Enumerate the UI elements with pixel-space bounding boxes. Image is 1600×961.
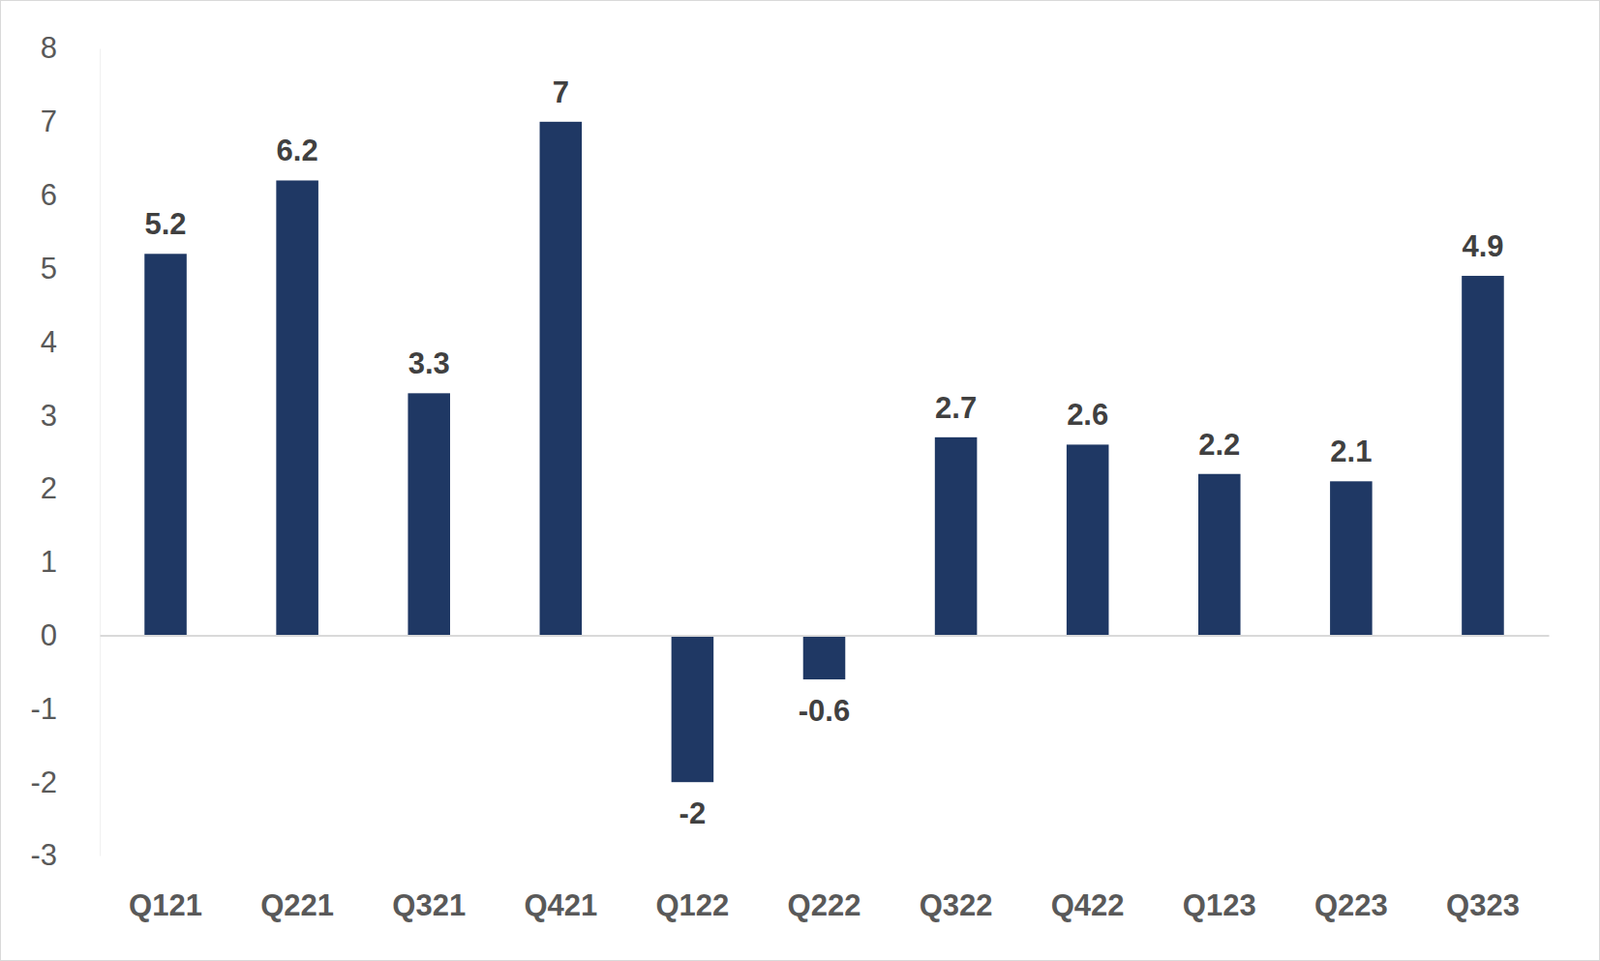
x-tick: Q323: [1446, 635, 1520, 923]
x-tick-label: Q121: [128, 888, 203, 923]
y-tick-label: 5: [40, 251, 58, 286]
y-tick: -2: [30, 765, 100, 800]
data-label: -0.6: [798, 694, 850, 728]
data-label: 7: [552, 75, 570, 110]
y-tick: 4: [40, 325, 100, 360]
x-tick-label: Q222: [787, 888, 862, 923]
x-tick: Q223: [1314, 635, 1389, 923]
chart: -3-2-1012345678Q121Q221Q321Q421Q122Q222Q…: [0, 0, 1600, 961]
y-tick-label: 3: [40, 398, 58, 433]
x-tick: Q222: [787, 635, 862, 923]
y-tick-label: 6: [40, 178, 58, 212]
x-tick: Q121: [128, 635, 203, 923]
bar: [407, 392, 451, 635]
bar: [540, 121, 583, 636]
y-tick: 1: [40, 544, 100, 579]
y-axis-line: [99, 49, 101, 857]
bar: [1066, 444, 1110, 635]
x-tick-label: Q122: [655, 888, 729, 923]
x-tick: Q421: [523, 635, 598, 923]
data-label: 6.2: [276, 133, 319, 168]
data-label: 2.6: [1066, 397, 1109, 432]
x-tick: Q123: [1182, 635, 1257, 923]
bar: [1461, 275, 1505, 636]
bar: [803, 635, 846, 680]
x-axis: Q121 Q221 Q321 Q421 Q122 Q222 Q322 Q422 Q123 Q223…: [100, 635, 1550, 923]
x-tick-label: Q221: [260, 888, 334, 923]
y-tick: 7: [40, 104, 100, 139]
plot: -3-2-1012345678Q121Q221Q321Q421Q122Q222Q…: [30, 30, 1549, 923]
y-tick-label: 7: [40, 104, 58, 139]
y-tick-label: 1: [40, 544, 58, 579]
bar: [1198, 474, 1241, 636]
x-tick: Q122: [655, 635, 729, 923]
y-tick-label: -3: [30, 838, 58, 873]
bars: [144, 121, 1504, 783]
data-label: 3.3: [408, 346, 451, 381]
bar: [935, 437, 978, 636]
x-tick-label: Q323: [1446, 888, 1520, 923]
x-tick-label: Q421: [523, 888, 598, 923]
y-tick-label: 0: [40, 618, 58, 653]
y-axis: -3 -2 -1 0 1 2 3 4 5 6 7 8: [30, 30, 100, 873]
x-tick-label: Q223: [1314, 888, 1389, 923]
zero-line: [100, 634, 1550, 637]
data-label: 2.2: [1198, 427, 1240, 462]
data-label: 2.1: [1329, 434, 1372, 469]
bar: [144, 253, 187, 635]
y-tick: 0: [40, 618, 100, 653]
bar: [671, 635, 715, 784]
data-label: -2: [679, 796, 707, 831]
bar: [1329, 481, 1373, 635]
x-tick: Q422: [1051, 635, 1125, 923]
y-tick-label: 8: [40, 30, 58, 65]
x-tick-label: Q321: [392, 888, 466, 923]
y-tick: 3: [40, 398, 100, 433]
x-tick-label: Q123: [1182, 888, 1257, 923]
bar: [275, 180, 319, 635]
chart-frame: [0, 0, 1600, 961]
y-tick-label: 4: [40, 325, 58, 360]
x-tick: Q221: [260, 635, 334, 923]
y-tick-label: 2: [40, 471, 58, 506]
y-tick: -1: [30, 692, 100, 726]
data-label: 5.2: [144, 207, 186, 242]
x-tick: Q321: [392, 635, 466, 923]
y-tick: 8: [40, 30, 100, 65]
x-tick: Q322: [919, 635, 994, 923]
y-tick: 5: [40, 251, 100, 286]
data-labels: 5.2 6.2 3.3 7 -2 -0.6 2.7 2.6 2.2 2.1 4.9: [144, 75, 1504, 832]
data-label: 4.9: [1461, 229, 1504, 264]
x-tick-label: Q422: [1051, 888, 1125, 923]
y-tick-label: -1: [30, 692, 58, 726]
x-tick-label: Q322: [919, 888, 994, 923]
y-tick: -3: [30, 838, 100, 873]
data-label: 2.7: [935, 391, 977, 425]
y-tick: 6: [40, 178, 100, 212]
y-tick-label: -2: [30, 765, 58, 800]
y-tick: 2: [40, 471, 100, 506]
